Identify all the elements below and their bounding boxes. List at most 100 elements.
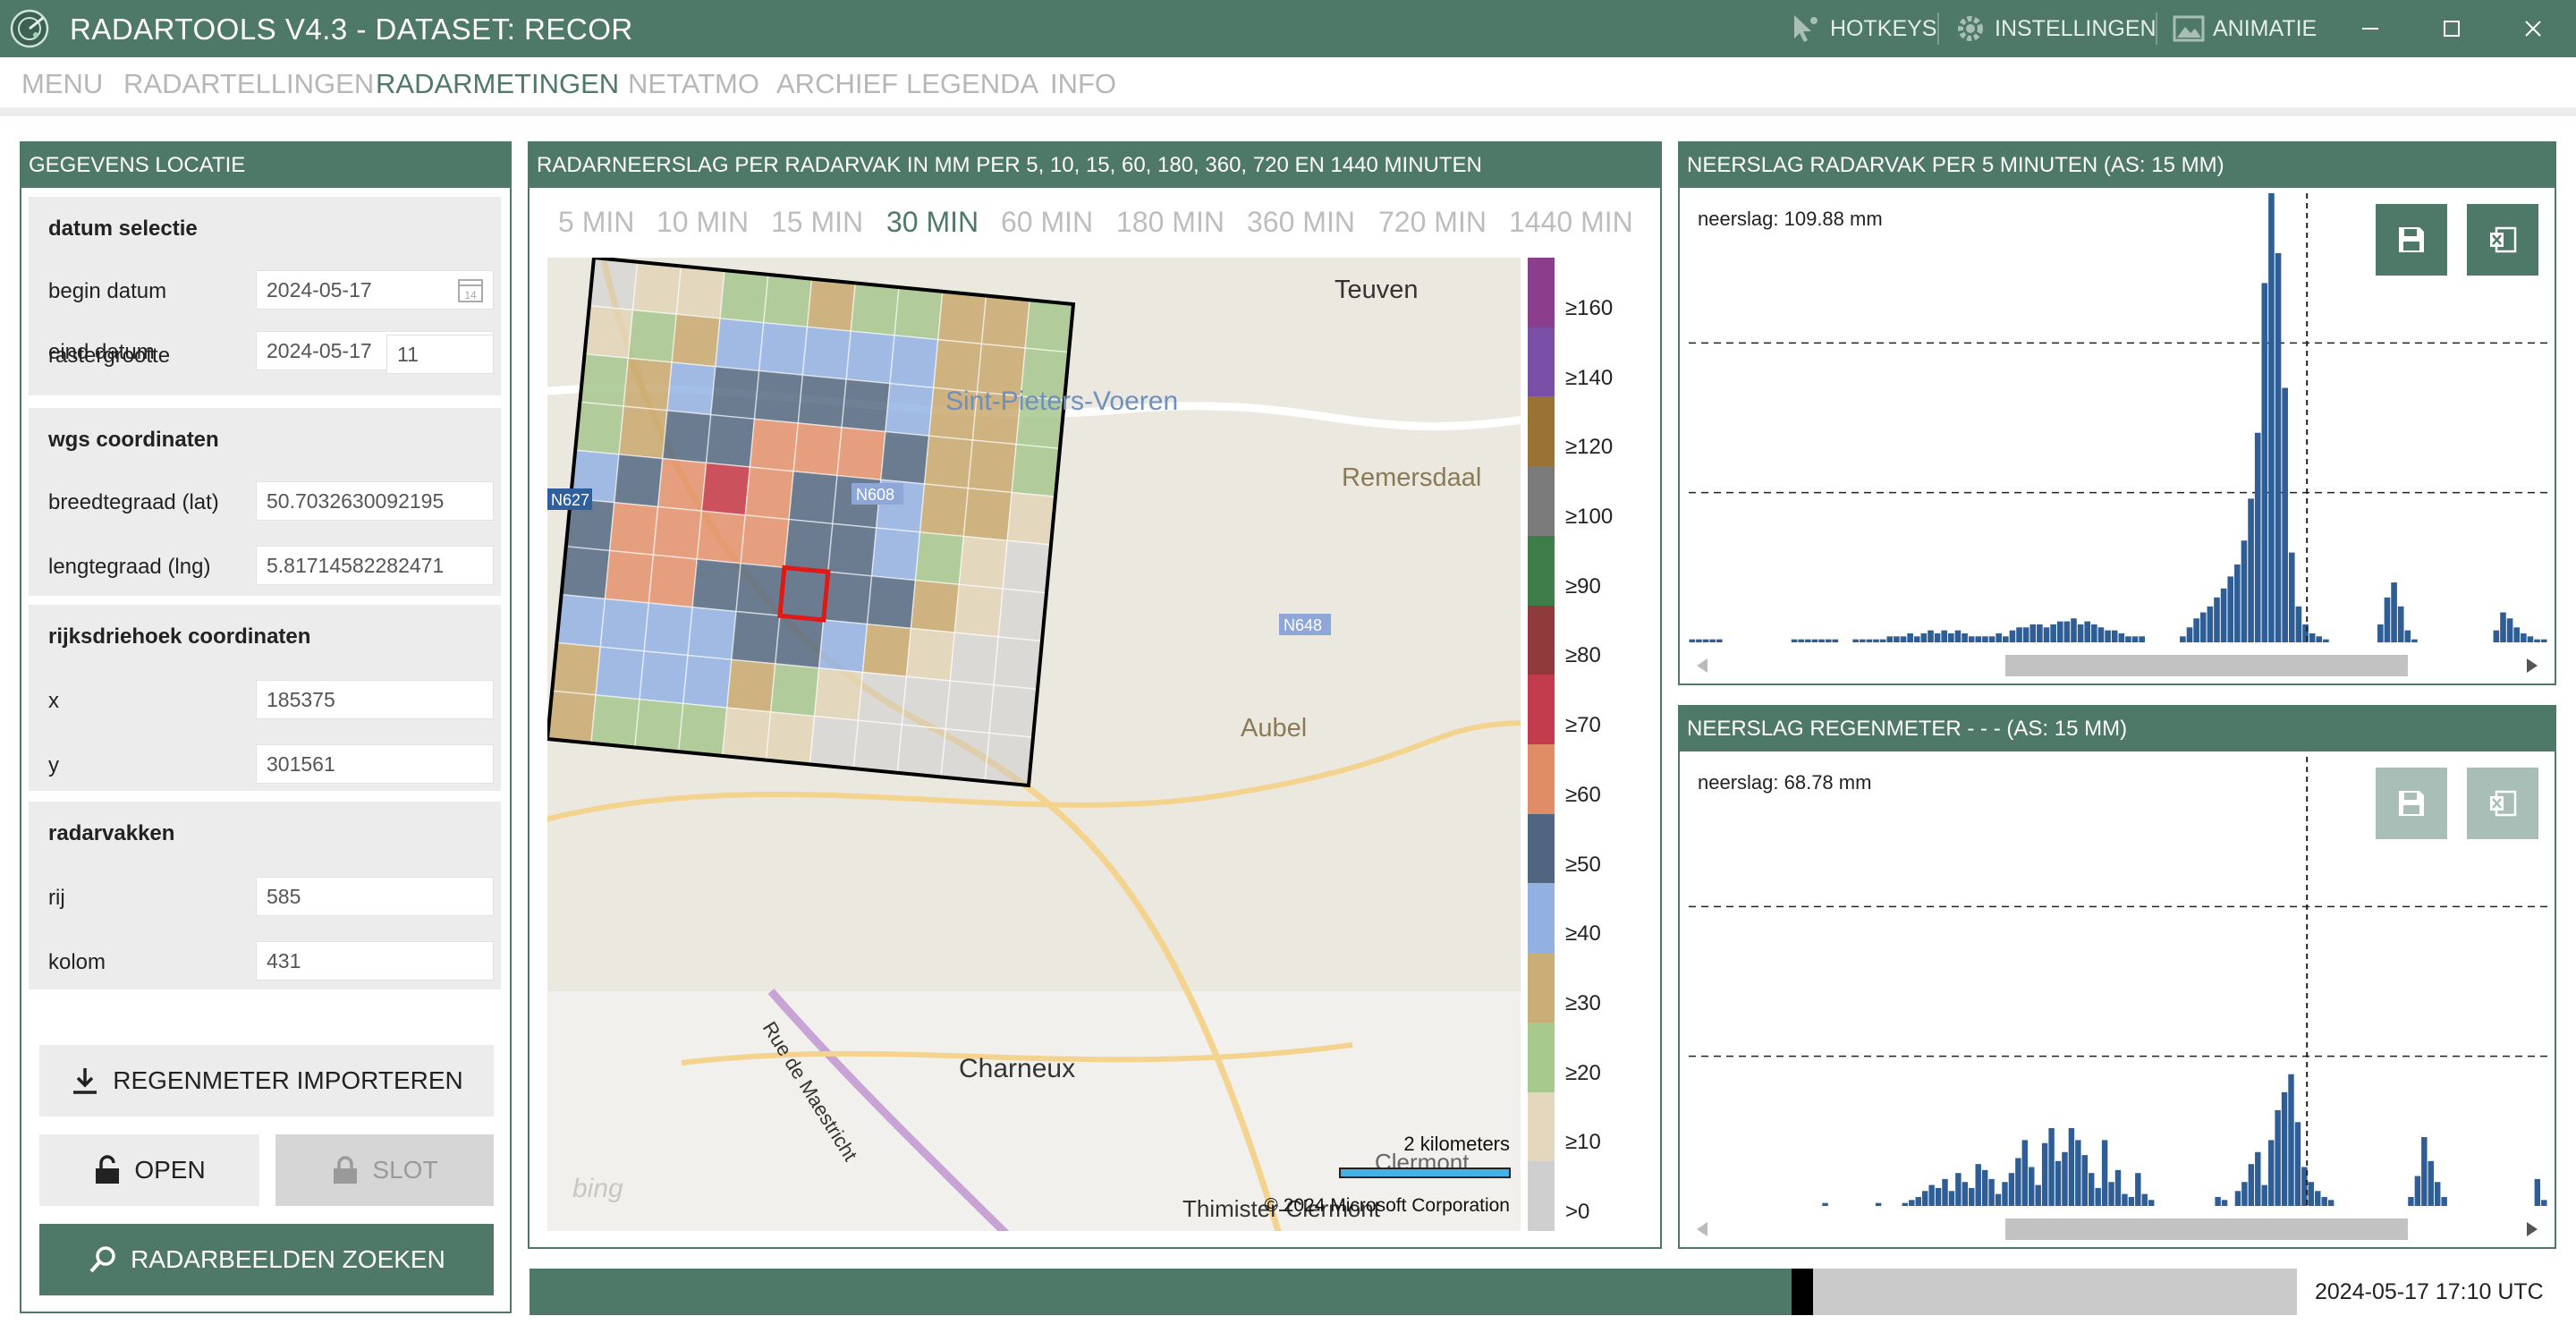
radar-cell[interactable] <box>809 715 860 769</box>
radar-cell[interactable] <box>631 260 682 316</box>
calendar-icon[interactable]: 14 <box>456 276 485 304</box>
settings-button[interactable]: INSTELLINGEN <box>1953 11 2157 47</box>
radar-cell[interactable] <box>675 265 725 319</box>
radar-cell[interactable] <box>696 510 747 565</box>
radar-cell[interactable] <box>725 658 776 713</box>
scroll-left-icon[interactable] <box>1694 657 1710 675</box>
radar-cell[interactable] <box>914 531 965 586</box>
radar-cell[interactable] <box>866 575 917 630</box>
hotkeys-button[interactable]: HOTKEYS <box>1789 11 1936 47</box>
radar-cell[interactable] <box>980 294 1031 349</box>
radar-cell[interactable] <box>1002 539 1052 594</box>
scrollbar-thumb[interactable] <box>2005 655 2408 676</box>
tab-15-min[interactable]: 15 MIN <box>771 206 864 238</box>
radar-cell[interactable] <box>857 671 908 726</box>
radar-cell[interactable] <box>618 405 668 460</box>
radar-cell[interactable] <box>962 487 1013 542</box>
animation-button[interactable]: ANIMATIE <box>2172 11 2317 47</box>
radar-cell[interactable] <box>889 335 939 389</box>
radar-cell[interactable] <box>657 457 708 513</box>
radar-cell[interactable] <box>822 571 873 625</box>
radar-cell[interactable] <box>945 680 995 734</box>
radar-cell[interactable] <box>634 698 684 753</box>
begin-date-input[interactable]: 2024-05-17 <box>256 270 494 310</box>
radar-cell[interactable] <box>949 632 999 686</box>
radar-cell[interactable] <box>870 527 921 582</box>
radar-cell[interactable] <box>936 290 987 345</box>
radar-cell[interactable] <box>765 711 816 766</box>
tab-180-min[interactable]: 180 MIN <box>1116 206 1224 238</box>
radar-cell[interactable] <box>705 413 756 468</box>
radar-cell[interactable] <box>599 598 650 652</box>
menu-item-legenda[interactable]: LEGENDA <box>906 68 1039 99</box>
radar-cell[interactable] <box>967 439 1018 494</box>
radar-cell[interactable] <box>579 352 630 407</box>
radar-cell[interactable] <box>841 378 891 433</box>
radar-cell[interactable] <box>643 602 693 657</box>
radar-cell[interactable] <box>639 650 689 705</box>
menu-item-info[interactable]: INFO <box>1050 68 1117 99</box>
maximize-button[interactable] <box>2420 5 2483 52</box>
radar-cell[interactable] <box>818 619 869 674</box>
radar-cell[interactable] <box>852 719 903 774</box>
radar-cell[interactable] <box>984 732 1034 786</box>
radar-cell[interactable] <box>547 690 597 744</box>
radar-cell[interactable] <box>648 554 699 608</box>
radar-cell[interactable] <box>797 374 847 429</box>
radar-cell[interactable] <box>919 483 970 538</box>
radar-cell[interactable] <box>551 641 602 696</box>
search-radar-button[interactable]: RADARBEELDEN ZOEKEN <box>39 1224 494 1295</box>
tab-720-min[interactable]: 720 MIN <box>1378 206 1487 238</box>
radar-cell[interactable] <box>940 727 990 783</box>
menu-item-archief[interactable]: ARCHIEF <box>776 68 899 99</box>
scroll-right-icon[interactable] <box>2524 1220 2540 1238</box>
radar-cell[interactable] <box>744 466 795 521</box>
tab-30-min[interactable]: 30 MIN <box>886 206 979 238</box>
radar-cell[interactable] <box>758 321 809 377</box>
radar-cell[interactable] <box>595 646 645 700</box>
save-chart-button[interactable] <box>2376 204 2447 276</box>
close-button[interactable] <box>2502 5 2564 52</box>
radar-cell[interactable] <box>958 535 1008 590</box>
radar-cell[interactable] <box>806 277 857 332</box>
radar-cell[interactable] <box>627 309 678 363</box>
radar-cell[interactable] <box>813 666 864 722</box>
radar-cell[interactable] <box>762 274 813 328</box>
radar-cell[interactable] <box>715 318 765 372</box>
radar-cell[interactable] <box>923 435 974 489</box>
radar-cell[interactable] <box>784 518 834 573</box>
save-gauge-chart-button[interactable] <box>2376 768 2447 839</box>
col-input[interactable]: 431 <box>256 941 494 981</box>
radar-cell[interactable] <box>682 654 733 709</box>
row-input[interactable]: 585 <box>256 877 494 916</box>
radar-cell[interactable] <box>671 313 721 368</box>
radar-cell[interactable] <box>885 382 935 437</box>
open-button[interactable]: OPEN <box>39 1134 259 1206</box>
radar-cell[interactable] <box>590 694 640 749</box>
radar-cell[interactable] <box>997 588 1047 642</box>
radar-cell[interactable] <box>905 627 956 682</box>
lock-button[interactable]: SLOT <box>275 1134 494 1206</box>
scroll-left-icon[interactable] <box>1694 1220 1710 1238</box>
radar-cell[interactable] <box>910 579 961 633</box>
radar-cell[interactable] <box>740 514 790 569</box>
radar-cell[interactable] <box>850 282 900 336</box>
radar-cell[interactable] <box>827 522 877 577</box>
radar-cell[interactable] <box>788 471 838 525</box>
gauge-chart-scrollbar[interactable] <box>1692 1217 2542 1242</box>
radar-cell[interactable] <box>721 707 772 761</box>
radar-cell[interactable] <box>801 326 852 380</box>
radar-cell[interactable] <box>735 562 785 617</box>
radar-cell[interactable] <box>574 401 625 455</box>
tab-360-min[interactable]: 360 MIN <box>1247 206 1355 238</box>
radar-cell[interactable] <box>555 593 606 648</box>
radar-cell[interactable] <box>687 606 737 661</box>
radar-cell[interactable] <box>677 702 728 757</box>
radar-cell[interactable] <box>608 501 659 556</box>
scrollbar-thumb[interactable] <box>2005 1218 2408 1240</box>
radar-cell[interactable] <box>894 286 944 341</box>
radar-cell[interactable] <box>953 583 1004 638</box>
radar-cell[interactable] <box>753 369 804 424</box>
radar-cell[interactable] <box>560 545 611 600</box>
radar-cell[interactable] <box>993 636 1043 691</box>
